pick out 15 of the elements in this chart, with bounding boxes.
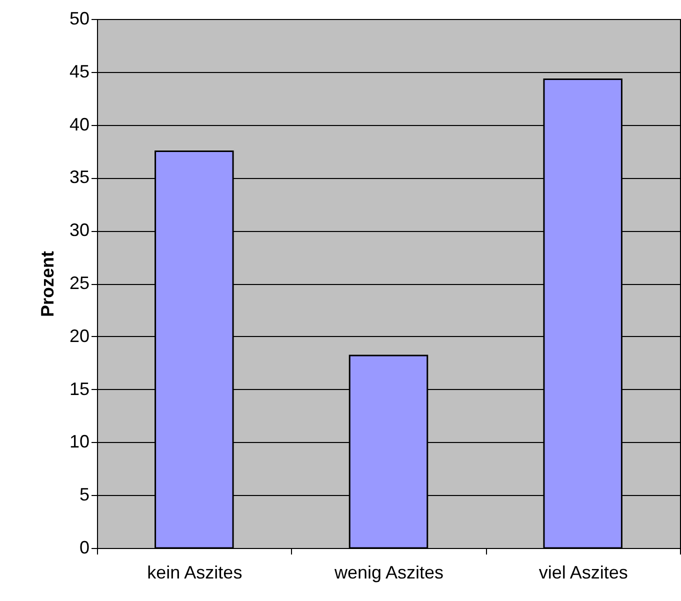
y-tick-label: 30 bbox=[69, 220, 90, 240]
y-tick-label: 20 bbox=[69, 326, 90, 346]
y-axis-title: Prozent bbox=[37, 250, 58, 318]
y-tick-label: 5 bbox=[79, 484, 90, 505]
y-tick-label: 40 bbox=[69, 114, 90, 134]
y-tick-label: 50 bbox=[69, 8, 90, 28]
y-tick-label: 45 bbox=[69, 61, 90, 82]
y-tick-label: 15 bbox=[69, 378, 90, 399]
x-tick-label: viel Aszites bbox=[538, 562, 628, 582]
x-tick-label: kein Aszites bbox=[147, 562, 242, 582]
y-tick-label: 10 bbox=[69, 432, 90, 452]
y-tick-label: 25 bbox=[69, 273, 90, 293]
x-tick-label: wenig Aszites bbox=[333, 562, 444, 582]
y-tick-label: 0 bbox=[79, 538, 90, 558]
y-tick-label: 35 bbox=[69, 167, 90, 188]
